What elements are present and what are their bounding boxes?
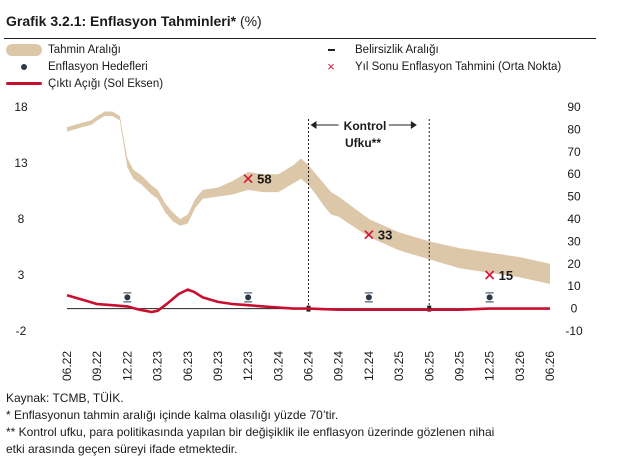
left-tick-label: 3 — [18, 268, 25, 282]
x-tick-label: 06.25 — [422, 351, 436, 381]
year-end-label: 15 — [499, 268, 513, 283]
right-tick-label: 70 — [567, 145, 581, 159]
right-tick-label: 0 — [571, 302, 578, 316]
inflation-target-dot — [365, 294, 372, 301]
band-swatch — [6, 44, 42, 56]
dot-swatch — [6, 61, 42, 73]
x-tick-label: 12.23 — [241, 351, 255, 381]
x-tick-label: 03.23 — [151, 351, 165, 381]
x-tick-label: 12.22 — [120, 351, 134, 381]
right-tick-label: 60 — [567, 167, 581, 181]
footnote-1: * Enflasyonun tahmin aralığı içinde kalm… — [6, 408, 339, 422]
legend-year-end: × Yıl Sonu Enflasyon Tahmini (Orta Nokta) — [313, 59, 562, 74]
horizon-arrowhead-right — [410, 121, 417, 129]
legend-targets: Enflasyon Hedefleri — [6, 61, 148, 73]
x-tick-label: 09.23 — [211, 351, 225, 381]
x-tick-label: 09.24 — [332, 351, 346, 381]
horizon-label-line1: Kontrol — [344, 119, 387, 133]
x-tick-label: 06.22 — [60, 351, 74, 381]
right-tick-label: 80 — [567, 122, 581, 136]
inflation-target-dot — [124, 294, 131, 301]
line-swatch — [6, 82, 42, 86]
legend-range: Tahmin Aralığı — [6, 44, 121, 56]
legend-output-gap: Çıktı Açığı (Sol Eksen) — [6, 78, 163, 90]
year-end-label: 33 — [378, 228, 392, 243]
title-unit: (%) — [239, 13, 262, 29]
inflation-target-dot — [486, 294, 493, 301]
left-tick-label: 8 — [18, 212, 25, 226]
right-tick-label: 10 — [567, 279, 581, 293]
left-tick-label: 13 — [14, 156, 28, 170]
legend-year-end-label: Yıl Sonu Enflasyon Tahmini (Orta Nokta) — [355, 61, 562, 74]
x-tick-label: 12.24 — [362, 351, 376, 381]
horizon-arrowhead-left — [310, 121, 317, 129]
x-tick-label: 09.22 — [90, 351, 104, 381]
title-bold: Grafik 3.2.1: Enflasyon Tahminleri* — [6, 13, 237, 29]
x-tick-label: 06.24 — [302, 351, 316, 381]
right-tick-label: 30 — [567, 234, 581, 248]
right-tick-label: 40 — [567, 212, 581, 226]
footnote-2a: ** Kontrol ufku, para politikasında yapı… — [6, 425, 495, 439]
x-tick-label: 03.24 — [271, 351, 285, 381]
x-tick-label: 06.26 — [543, 351, 557, 381]
x-tick-label: 03.25 — [392, 351, 406, 381]
x-swatch: × — [327, 59, 335, 74]
x-tick-label: 06.23 — [181, 351, 195, 381]
legend-range-label: Tahmin Aralığı — [48, 44, 121, 57]
left-tick-label: -2 — [16, 324, 27, 338]
dash-swatch — [313, 44, 349, 56]
source-note: Kaynak: TCMB, TÜİK. — [6, 391, 124, 405]
output-gap-line — [66, 288, 550, 314]
left-tick-label: 18 — [14, 100, 28, 114]
x-tick-label: 12.25 — [483, 351, 497, 381]
legend-targets-label: Enflasyon Hedefleri — [48, 61, 148, 74]
year-end-marker — [243, 174, 253, 184]
forecast-band — [67, 111, 550, 284]
right-tick-label: -10 — [565, 324, 583, 338]
legend-uncertainty: Belirsizlik Aralığı — [313, 44, 439, 56]
x-tick-label: 03.26 — [513, 351, 527, 381]
right-tick-label: 90 — [567, 100, 581, 114]
footnote-2b: etki arasında geçen süreyi ifade etmekte… — [6, 442, 238, 456]
year-end-marker — [485, 270, 495, 280]
inflation-target-dot — [245, 294, 252, 301]
right-tick-label: 20 — [567, 257, 581, 271]
year-end-label: 58 — [257, 172, 271, 187]
chart-title: Grafik 3.2.1: Enflasyon Tahminleri* (%) — [6, 13, 262, 29]
x-tick-label: 09.25 — [452, 351, 466, 381]
horizon-label-line2: Ufku** — [345, 136, 381, 150]
legend-uncertainty-label: Belirsizlik Aralığı — [355, 44, 439, 57]
year-end-marker — [364, 230, 374, 240]
title-rule — [4, 38, 596, 39]
footnotes: Kaynak: TCMB, TÜİK. * Enflasyonun tahmin… — [6, 390, 494, 458]
right-tick-label: 50 — [567, 190, 581, 204]
legend-output-gap-label: Çıktı Açığı (Sol Eksen) — [48, 78, 164, 90]
